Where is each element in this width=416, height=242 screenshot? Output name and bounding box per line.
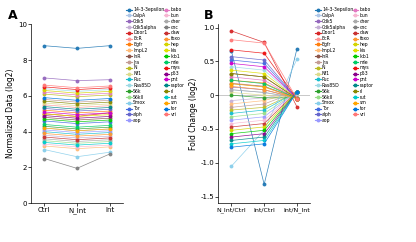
Legend: babo, bun, cher, cnc, daw, foxo, hep, kis, lkb1, mle, mys, p53, pnt, raptor, rl,: babo, bun, cher, cnc, daw, foxo, hep, ki… (164, 7, 185, 117)
Legend: 14-3-3epsilon, CalpA, Cdk5, Cdk5alpha, Door1, EcR, Egfr, ImpL2, InR, Jra, N, Nf1: 14-3-3epsilon, CalpA, Cdk5, Cdk5alpha, D… (315, 7, 353, 123)
Y-axis label: Fold Change (log2): Fold Change (log2) (189, 77, 198, 150)
Legend: 14-3-3epsilon, CalpA, Cdk5, Cdk5alpha, Door1, EcR, Egfr, ImpL2, InR, Jra, N, Nf1: 14-3-3epsilon, CalpA, Cdk5, Cdk5alpha, D… (126, 7, 164, 123)
Text: B: B (204, 9, 213, 22)
Text: A: A (8, 9, 18, 22)
Legend: babo, bun, cher, cnc, daw, foxo, hep, kis, lkb1, mle, mys, p53, pnt, raptor, rl,: babo, bun, cher, cnc, daw, foxo, hep, ki… (353, 7, 374, 117)
Y-axis label: Normalized Data (log2): Normalized Data (log2) (6, 69, 15, 159)
